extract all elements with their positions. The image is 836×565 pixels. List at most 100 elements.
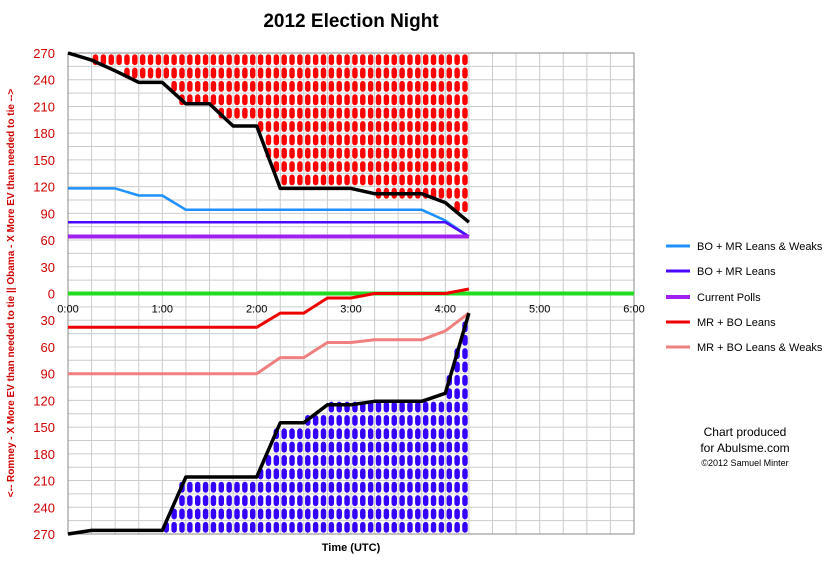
romney-fill-cell bbox=[415, 428, 421, 440]
obama-fill-cell bbox=[305, 80, 311, 92]
romney-fill-cell bbox=[273, 481, 280, 493]
obama-fill-cell bbox=[367, 147, 374, 159]
obama-fill-cell bbox=[297, 67, 303, 79]
romney-fill-cell bbox=[312, 468, 319, 480]
obama-fill-cell bbox=[194, 67, 201, 79]
obama-fill-cell bbox=[360, 121, 366, 132]
obama-fill-cell bbox=[454, 54, 460, 66]
obama-fill-cell bbox=[422, 94, 429, 106]
romney-fill-cell bbox=[352, 414, 358, 426]
romney-fill-cell bbox=[399, 441, 405, 453]
romney-fill-cell bbox=[234, 508, 240, 520]
obama-fill-cell bbox=[367, 80, 374, 92]
obama-fill-cell bbox=[360, 174, 366, 186]
obama-fill-cell bbox=[352, 174, 358, 186]
romney-fill-cell bbox=[454, 468, 460, 480]
x-tick-label: 2:00 bbox=[246, 304, 267, 316]
obama-fill-cell bbox=[273, 54, 280, 66]
romney-fill-cell bbox=[360, 521, 366, 533]
obama-fill-cell bbox=[273, 107, 280, 119]
romney-fill-cell bbox=[328, 495, 335, 507]
obama-fill-cell bbox=[422, 174, 429, 186]
obama-fill-cell bbox=[250, 80, 256, 92]
credit-line-3: ©2012 Samuel Minter bbox=[701, 458, 788, 468]
obama-fill-cell bbox=[438, 67, 445, 79]
romney-fill-cell bbox=[289, 521, 295, 533]
y-tick-label: 180 bbox=[33, 447, 55, 462]
romney-fill-cell bbox=[336, 521, 342, 533]
obama-fill-cell bbox=[312, 107, 319, 119]
obama-fill-cell bbox=[454, 94, 460, 106]
romney-fill-cell bbox=[202, 481, 209, 493]
legend-label: MR + BO Leans bbox=[697, 317, 776, 329]
x-tick-label: 4:00 bbox=[435, 304, 456, 316]
romney-fill-cell bbox=[391, 468, 397, 480]
obama-fill-cell bbox=[462, 107, 468, 119]
romney-fill-cell bbox=[336, 481, 342, 493]
romney-fill-cell bbox=[367, 521, 374, 533]
obama-fill-cell bbox=[281, 147, 287, 159]
y-tick-label: 60 bbox=[41, 233, 55, 248]
y-tick-label: 240 bbox=[33, 73, 55, 88]
obama-fill-cell bbox=[383, 54, 390, 66]
romney-fill-cell bbox=[375, 521, 382, 533]
romney-fill-cell bbox=[462, 481, 468, 493]
romney-fill-cell bbox=[407, 414, 413, 426]
obama-fill-cell bbox=[446, 107, 452, 119]
romney-fill-cell bbox=[336, 414, 342, 426]
romney-fill-cell bbox=[462, 388, 468, 400]
romney-fill-cell bbox=[320, 414, 327, 426]
romney-fill-cell bbox=[375, 495, 382, 507]
romney-fill-cell bbox=[375, 481, 382, 493]
romney-fill-cell bbox=[391, 495, 397, 507]
romney-fill-cell bbox=[265, 468, 272, 480]
obama-fill-cell bbox=[210, 80, 217, 92]
obama-fill-cell bbox=[360, 94, 366, 106]
obama-fill-cell bbox=[391, 147, 397, 159]
romney-fill-cell bbox=[383, 414, 390, 426]
romney-fill-cell bbox=[320, 428, 327, 440]
romney-fill-cell bbox=[367, 428, 374, 440]
y-tick-label: 270 bbox=[33, 527, 55, 542]
obama-fill-cell bbox=[210, 67, 217, 79]
obama-fill-cell bbox=[360, 134, 366, 146]
romney-fill-cell bbox=[312, 414, 319, 426]
romney-fill-cell bbox=[462, 441, 468, 453]
obama-fill-cell bbox=[257, 54, 264, 66]
obama-fill-cell bbox=[422, 54, 429, 66]
y-tick-label: 240 bbox=[33, 500, 55, 515]
romney-fill-cell bbox=[352, 428, 358, 440]
romney-fill-cell bbox=[367, 455, 374, 466]
obama-fill-cell bbox=[430, 161, 437, 173]
romney-fill-cell bbox=[305, 468, 311, 480]
romney-fill-cell bbox=[454, 401, 460, 413]
romney-fill-cell bbox=[352, 455, 358, 466]
romney-fill-cell bbox=[391, 455, 397, 466]
romney-fill-cell bbox=[446, 428, 452, 440]
romney-fill-cell bbox=[289, 495, 295, 507]
romney-fill-cell bbox=[407, 495, 413, 507]
romney-fill-cell bbox=[179, 521, 185, 533]
obama-fill-cell bbox=[139, 67, 146, 79]
romney-fill-cell bbox=[328, 455, 335, 466]
romney-fill-cell bbox=[430, 428, 437, 440]
obama-fill-cell bbox=[430, 54, 437, 66]
romney-fill-cell bbox=[328, 508, 335, 520]
romney-fill-cell bbox=[336, 468, 342, 480]
romney-fill-cell bbox=[383, 441, 390, 453]
obama-fill-cell bbox=[360, 147, 366, 159]
romney-fill-cell bbox=[446, 495, 452, 507]
romney-fill-cell bbox=[430, 508, 437, 520]
obama-fill-cell bbox=[273, 147, 280, 159]
romney-fill-cell bbox=[273, 521, 280, 533]
romney-fill-cell bbox=[407, 455, 413, 466]
obama-fill-cell bbox=[415, 161, 421, 173]
romney-fill-cell bbox=[352, 508, 358, 520]
obama-fill-cell bbox=[446, 54, 452, 66]
romney-fill-cell bbox=[210, 495, 217, 507]
obama-fill-cell bbox=[446, 80, 452, 92]
romney-fill-cell bbox=[257, 508, 264, 520]
obama-fill-cell bbox=[399, 94, 405, 106]
obama-fill-cell bbox=[132, 54, 138, 66]
obama-fill-cell bbox=[328, 161, 335, 173]
